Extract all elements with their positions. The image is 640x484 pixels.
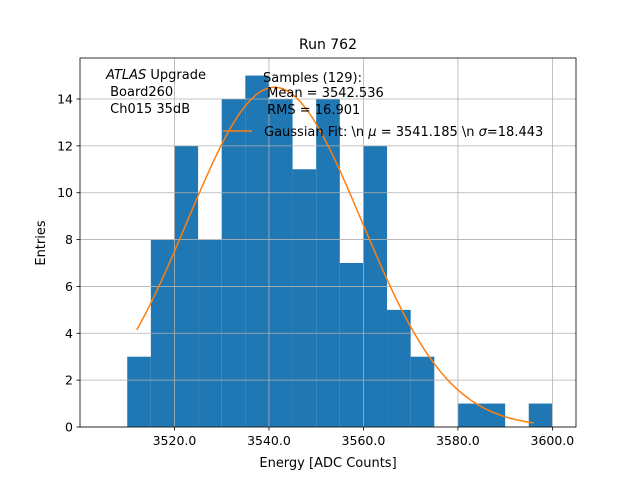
histogram-bar bbox=[528, 403, 553, 427]
x-tick-label: 3580.0 bbox=[436, 433, 480, 448]
histogram-bar bbox=[268, 99, 293, 427]
histogram-bar bbox=[457, 403, 482, 427]
upgrade-label: Upgrade bbox=[146, 68, 206, 83]
y-tick-label: 6 bbox=[65, 279, 73, 294]
x-axis-ticks: 3520.0 3540.0 3560.0 3580.0 3600.0 bbox=[153, 427, 575, 448]
legend: Samples (129): Mean = 3542.536 RMS = 16.… bbox=[223, 71, 543, 140]
legend-samples: Samples (129): bbox=[263, 71, 362, 86]
legend-rms: RMS = 16.901 bbox=[263, 103, 360, 118]
atlas-label: ATLAS bbox=[105, 68, 146, 83]
histogram-bar bbox=[245, 75, 269, 428]
y-axis-label: Entries bbox=[34, 220, 49, 266]
x-axis-label: Energy [ADC Counts] bbox=[259, 456, 396, 471]
y-tick-label: 4 bbox=[65, 326, 73, 341]
plot-frame bbox=[79, 57, 577, 428]
chart-title: Run 762 bbox=[299, 37, 357, 53]
x-tick-label: 3520.0 bbox=[153, 433, 197, 448]
histogram-bar bbox=[387, 309, 411, 427]
channel-label: Ch015 35dB bbox=[106, 102, 190, 117]
gaussian-fit-line bbox=[136, 86, 534, 424]
board-label: Board260 bbox=[106, 85, 173, 100]
y-tick-label: 12 bbox=[57, 138, 73, 153]
atlas-annotation: ATLAS Upgrade Board260 Ch015 35dB bbox=[105, 68, 206, 117]
x-tick-label: 3560.0 bbox=[342, 433, 386, 448]
y-tick-label: 2 bbox=[65, 373, 73, 388]
histogram-bar bbox=[316, 99, 340, 427]
x-tick-label: 3600.0 bbox=[531, 433, 575, 448]
y-axis-ticks: 0 2 4 6 8 10 12 14 bbox=[57, 92, 80, 435]
histogram-bar bbox=[410, 356, 435, 427]
histogram-bar bbox=[221, 99, 246, 427]
histogram-bar bbox=[127, 356, 151, 427]
y-tick-label: 10 bbox=[57, 185, 73, 200]
legend-fit-label: Gaussian Fit: \n μ = 3541.185 \n σ=18.44… bbox=[264, 125, 543, 140]
y-tick-label: 8 bbox=[65, 232, 73, 247]
histogram-bar bbox=[339, 263, 364, 427]
legend-mean: Mean = 3542.536 bbox=[263, 86, 384, 101]
x-tick-label: 3540.0 bbox=[247, 433, 291, 448]
y-tick-label: 14 bbox=[57, 92, 73, 107]
y-tick-label: 0 bbox=[65, 420, 73, 435]
svg-text:ATLAS Upgrade: ATLAS Upgrade bbox=[105, 68, 206, 83]
histogram-bar bbox=[292, 169, 317, 428]
